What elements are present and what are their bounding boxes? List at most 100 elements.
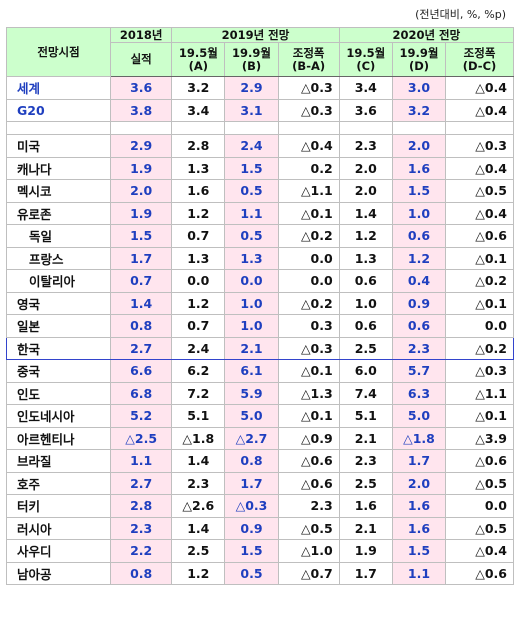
row-country-name: 이탈리아 xyxy=(5,269,112,293)
header-may19-c: 19.5월 (C) xyxy=(338,42,393,77)
row-country-name: 인도 xyxy=(5,381,112,405)
cell-2020-sep: 6.3 xyxy=(391,381,447,405)
row-country-name: G20 xyxy=(5,98,112,122)
cell-2020-sep: 1.0 xyxy=(391,201,447,225)
cell-2019-may: △1.8 xyxy=(171,426,226,450)
header-2019-forecast: 2019년 전망 xyxy=(171,27,340,43)
row-country-name: 러시아 xyxy=(5,516,112,540)
cell-2018-actual: 2.9 xyxy=(110,134,173,158)
cell-2018-actual: 1.5 xyxy=(110,224,173,248)
cell-2020-adj: △0.4 xyxy=(445,76,514,100)
table-row: 러시아 2.3 1.4 0.9 △0.5 2.1 1.6 △0.5 xyxy=(5,516,514,540)
cell-2019-sep: 0.5 xyxy=(224,224,279,248)
cell-2020-may: 2.5 xyxy=(338,336,393,360)
cell-2020-may: 2.1 xyxy=(338,426,393,450)
table-row: 이탈리아 0.7 0.0 0.0 0.0 0.6 0.4 △0.2 xyxy=(5,269,514,293)
row-country-name: 유로존 xyxy=(5,201,112,225)
cell-2018-actual: 5.2 xyxy=(110,404,173,428)
table-row: 터키 2.8 △2.6 △0.3 2.3 1.6 1.6 0.0 xyxy=(5,494,514,518)
table-row: 유로존 1.9 1.2 1.1 △0.1 1.4 1.0 △0.4 xyxy=(5,201,514,225)
cell-2019-adj: △0.3 xyxy=(277,336,340,360)
cell-2019-adj: △0.2 xyxy=(277,291,340,315)
cell-2019-sep: 5.9 xyxy=(224,381,279,405)
cell-2019-adj: △0.4 xyxy=(277,134,340,158)
row-country-name: 미국 xyxy=(5,134,112,158)
cell-2018-actual: 1.9 xyxy=(110,156,173,180)
row-country-name: 사우디 xyxy=(5,539,112,563)
cell-2018-actual: 3.6 xyxy=(110,76,173,100)
header-forecast-point: 전망시점 xyxy=(5,27,112,77)
cell-2019-may: 1.2 xyxy=(171,561,226,585)
row-country-name: 일본 xyxy=(5,314,112,338)
row-country-name: 아르헨티나 xyxy=(5,426,112,450)
cell-2018-actual: 1.7 xyxy=(110,246,173,270)
row-country-name: 중국 xyxy=(5,359,112,383)
cell-2019-sep: 1.5 xyxy=(224,539,279,563)
cell-2020-may: 2.3 xyxy=(338,449,393,473)
row-country-name: 한국 xyxy=(5,336,112,360)
spacer-row xyxy=(5,121,514,135)
cell-2020-may: 1.3 xyxy=(338,246,393,270)
cell-2020-may: 7.4 xyxy=(338,381,393,405)
table-row: 한국 2.7 2.4 2.1 △0.3 2.5 2.3 △0.2 xyxy=(5,336,514,360)
table-row: G20 3.8 3.4 3.1 △0.3 3.6 3.2 △0.4 xyxy=(5,98,514,122)
cell-2019-may: 0.7 xyxy=(171,224,226,248)
table-row: 인도 6.8 7.2 5.9 △1.3 7.4 6.3 △1.1 xyxy=(5,381,514,405)
cell-2019-may: 1.2 xyxy=(171,291,226,315)
cell-2018-actual: 0.8 xyxy=(110,561,173,585)
growth-forecast-table: 전망시점 2018년 2019년 전망 2020년 전망 실적 19.5월 (A)… xyxy=(5,27,515,585)
row-country-name: 독일 xyxy=(5,224,112,248)
cell-2020-adj: △0.2 xyxy=(445,336,514,360)
row-country-name: 캐나다 xyxy=(5,156,112,180)
cell-2019-adj: 0.2 xyxy=(277,156,340,180)
cell-2019-may: 6.2 xyxy=(171,359,226,383)
cell-2020-adj: △0.3 xyxy=(445,359,514,383)
cell-2020-adj: △0.4 xyxy=(445,156,514,180)
table-row: 사우디 2.2 2.5 1.5 △1.0 1.9 1.5 △0.4 xyxy=(5,539,514,563)
cell-2019-may: 1.3 xyxy=(171,156,226,180)
cell-2019-sep: △0.3 xyxy=(224,494,279,518)
cell-2020-sep: 1.5 xyxy=(391,539,447,563)
cell-2019-may: △2.6 xyxy=(171,494,226,518)
header-2020-forecast: 2020년 전망 xyxy=(338,27,515,43)
cell-2019-sep: 1.3 xyxy=(224,246,279,270)
cell-2018-actual: 2.3 xyxy=(110,516,173,540)
cell-2020-sep: 3.2 xyxy=(391,98,447,122)
table-row: 일본 0.8 0.7 1.0 0.3 0.6 0.6 0.0 xyxy=(5,314,514,338)
header-2018: 2018년 xyxy=(110,27,173,43)
cell-2020-sep: 1.1 xyxy=(391,561,447,585)
cell-2019-sep: 0.8 xyxy=(224,449,279,473)
cell-2020-may: 2.5 xyxy=(338,471,393,495)
cell-2018-actual: 1.1 xyxy=(110,449,173,473)
cell-2019-may: 3.2 xyxy=(171,76,226,100)
row-country-name: 세계 xyxy=(5,76,112,100)
table-row: 멕시코 2.0 1.6 0.5 △1.1 2.0 1.5 △0.5 xyxy=(5,179,514,203)
table-row: 아르헨티나 △2.5 △1.8 △2.7 △0.9 2.1 △1.8 △3.9 xyxy=(5,426,514,450)
header-actual: 실적 xyxy=(110,42,173,77)
cell-2020-may: 3.4 xyxy=(338,76,393,100)
cell-2018-actual: 0.8 xyxy=(110,314,173,338)
table-row: 인도네시아 5.2 5.1 5.0 △0.1 5.1 5.0 △0.1 xyxy=(5,404,514,428)
cell-2019-may: 1.6 xyxy=(171,179,226,203)
cell-2020-adj: △0.4 xyxy=(445,539,514,563)
cell-2018-actual: 2.7 xyxy=(110,336,173,360)
row-country-name: 프랑스 xyxy=(5,246,112,270)
cell-2020-adj: △0.1 xyxy=(445,404,514,428)
cell-2020-sep: 0.6 xyxy=(391,224,447,248)
cell-2019-adj: △0.7 xyxy=(277,561,340,585)
table-row: 세계 3.6 3.2 2.9 △0.3 3.4 3.0 △0.4 xyxy=(5,76,514,100)
cell-2020-adj: 0.0 xyxy=(445,494,514,518)
cell-2019-sep: 1.7 xyxy=(224,471,279,495)
cell-2020-adj: △0.6 xyxy=(445,561,514,585)
header-adj-ba: 조정폭 (B-A) xyxy=(277,42,340,77)
cell-2019-sep: 2.1 xyxy=(224,336,279,360)
cell-2020-sep: 5.7 xyxy=(391,359,447,383)
cell-2018-actual: 1.4 xyxy=(110,291,173,315)
cell-2020-sep: 5.0 xyxy=(391,404,447,428)
cell-2018-actual: 2.2 xyxy=(110,539,173,563)
cell-2020-may: 1.4 xyxy=(338,201,393,225)
row-country-name: 호주 xyxy=(5,471,112,495)
cell-2020-adj: △0.3 xyxy=(445,134,514,158)
header-adj-dc: 조정폭 (D-C) xyxy=(445,42,514,77)
